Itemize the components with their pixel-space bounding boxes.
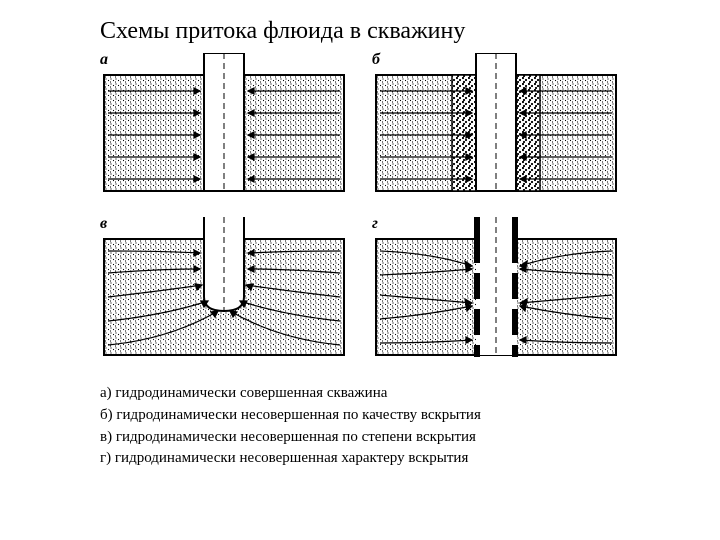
caption-a: а) гидродинамически совершенная скважина [100, 383, 660, 405]
caption-b: б) гидродинамически несовершенная по кач… [100, 405, 660, 427]
panel-v-label: в [100, 215, 107, 233]
panel-a-label: а [100, 51, 108, 69]
panel-v-svg [100, 217, 348, 363]
panel-a: а [100, 53, 348, 199]
panel-b-svg [372, 53, 620, 199]
panel-b-label: б [372, 51, 380, 69]
panel-b: б [372, 53, 620, 199]
page-title: Схемы притока флюида в скважину [100, 18, 660, 45]
panel-g-svg [372, 217, 620, 363]
panel-a-svg [100, 53, 348, 199]
captions-block: а) гидродинамически совершенная скважина… [100, 383, 660, 470]
panel-v: в [100, 217, 348, 363]
caption-g: г) гидродинамически несовершенная характ… [100, 448, 660, 470]
panel-g: г [372, 217, 620, 363]
panel-g-label: г [372, 215, 378, 233]
caption-v: в) гидродинамически несовершенная по сте… [100, 427, 660, 449]
diagram-grid: а [100, 53, 620, 363]
